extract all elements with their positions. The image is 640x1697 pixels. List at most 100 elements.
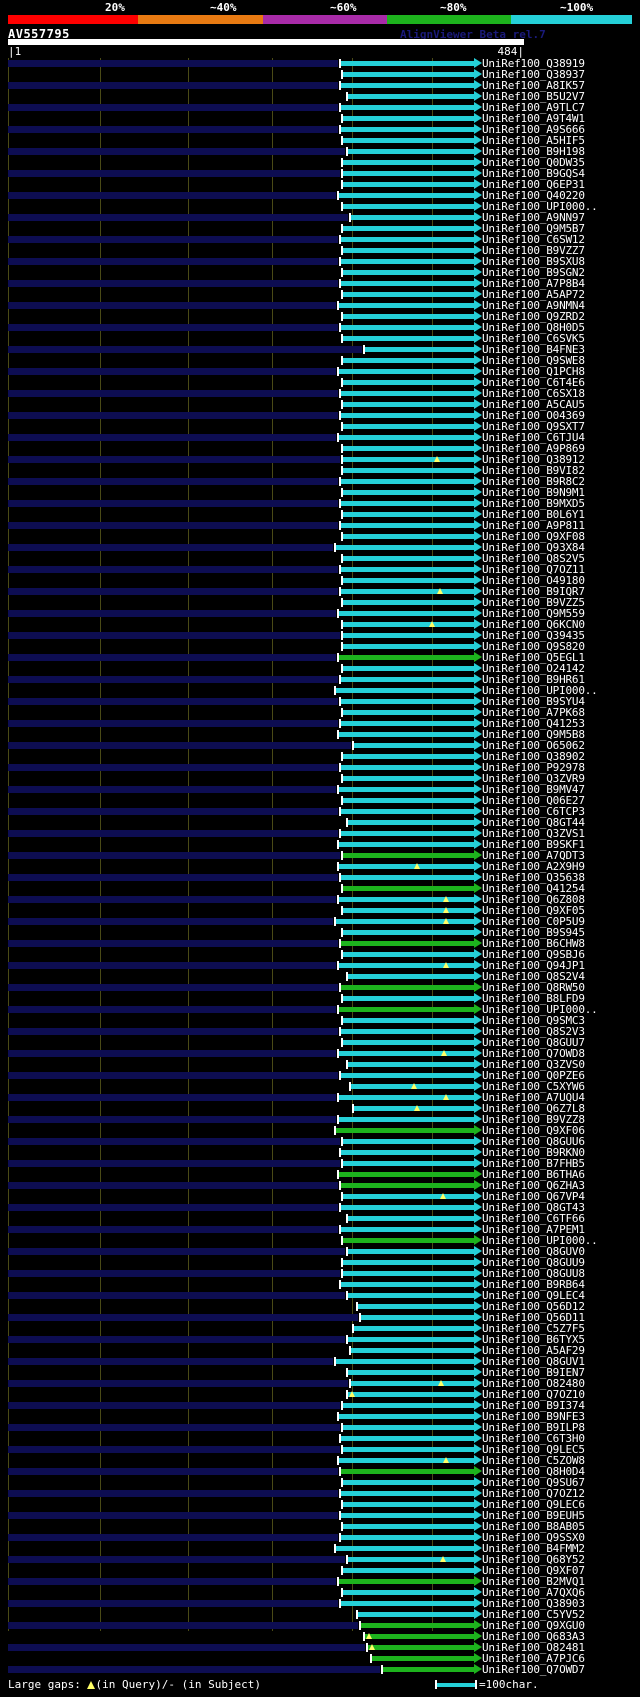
alignment-row[interactable]: UniRef100_Q8GUU7 bbox=[0, 1036, 640, 1049]
alignment-row[interactable]: UniRef100_A9P811 bbox=[0, 519, 640, 532]
alignment-bar[interactable] bbox=[341, 105, 474, 110]
alignment-row[interactable]: UniRef100_B9SXU8 bbox=[0, 255, 640, 268]
alignment-hit-label[interactable]: UniRef100_Q9S820 bbox=[482, 640, 585, 653]
alignment-row[interactable]: UniRef100_A5HIF5 bbox=[0, 134, 640, 147]
alignment-row[interactable]: UniRef100_B5U2V7 bbox=[0, 90, 640, 103]
alignment-hit-label[interactable]: UniRef100_B8AB05 bbox=[482, 1520, 585, 1533]
alignment-row[interactable]: UniRef100_O65062 bbox=[0, 739, 640, 752]
alignment-bar[interactable] bbox=[341, 721, 474, 726]
alignment-hit-label[interactable]: UniRef100_Q9SBJ6 bbox=[482, 948, 585, 961]
alignment-bar[interactable] bbox=[339, 842, 474, 847]
alignment-bar[interactable] bbox=[341, 479, 474, 484]
alignment-bar[interactable] bbox=[343, 622, 474, 627]
alignment-bar[interactable] bbox=[343, 578, 474, 583]
alignment-hit-label[interactable]: UniRef100_Q9SXT7 bbox=[482, 420, 585, 433]
alignment-row[interactable]: UniRef100_P92978 bbox=[0, 761, 640, 774]
alignment-row[interactable]: UniRef100_Q6Z808 bbox=[0, 893, 640, 906]
alignment-bar[interactable] bbox=[343, 402, 474, 407]
alignment-bar[interactable] bbox=[341, 567, 474, 572]
alignment-hit-label[interactable]: UniRef100_B9I374 bbox=[482, 1399, 585, 1412]
alignment-hit-label[interactable]: UniRef100_B4FMM2 bbox=[482, 1542, 585, 1555]
alignment-bar[interactable] bbox=[343, 226, 474, 231]
alignment-row[interactable]: UniRef100_Q9M5B8 bbox=[0, 728, 640, 741]
alignment-row[interactable]: UniRef100_O04369 bbox=[0, 409, 640, 422]
alignment-row[interactable]: UniRef100_Q9SMC3 bbox=[0, 1014, 640, 1027]
alignment-hit-label[interactable]: UniRef100_O82481 bbox=[482, 1641, 585, 1654]
alignment-bar[interactable] bbox=[343, 490, 474, 495]
alignment-row[interactable]: UniRef100_B9VZZ5 bbox=[0, 596, 640, 609]
alignment-hit-label[interactable]: UniRef100_B9NFE3 bbox=[482, 1410, 585, 1423]
alignment-bar[interactable] bbox=[343, 952, 474, 957]
alignment-hit-label[interactable]: UniRef100_Q1PCH8 bbox=[482, 365, 585, 378]
alignment-hit-label[interactable]: UniRef100_C5YV52 bbox=[482, 1608, 585, 1621]
alignment-row[interactable]: UniRef100_A5CAU5 bbox=[0, 398, 640, 411]
alignment-row[interactable]: UniRef100_Q9SSX0 bbox=[0, 1531, 640, 1544]
alignment-row[interactable]: UniRef100_Q39435 bbox=[0, 629, 640, 642]
alignment-row[interactable]: UniRef100_Q6Z7L8 bbox=[0, 1102, 640, 1115]
alignment-hit-label[interactable]: UniRef100_B9RB64 bbox=[482, 1278, 585, 1291]
alignment-row[interactable]: UniRef100_A9NN97 bbox=[0, 211, 640, 224]
alignment-bar[interactable] bbox=[343, 710, 474, 715]
alignment-bar[interactable] bbox=[341, 1150, 474, 1155]
alignment-row[interactable]: UniRef100_Q68Y52 bbox=[0, 1553, 640, 1566]
alignment-row[interactable]: UniRef100_B9I374 bbox=[0, 1399, 640, 1412]
alignment-bar[interactable] bbox=[341, 1227, 474, 1232]
alignment-bar[interactable] bbox=[343, 776, 474, 781]
alignment-hit-label[interactable]: UniRef100_C6SX18 bbox=[482, 387, 585, 400]
alignment-hit-label[interactable]: UniRef100_Q6ZHA3 bbox=[482, 1179, 585, 1192]
alignment-hit-label[interactable]: UniRef100_B9S945 bbox=[482, 926, 585, 939]
alignment-bar[interactable] bbox=[339, 193, 474, 198]
alignment-row[interactable]: UniRef100_Q9SXT7 bbox=[0, 420, 640, 433]
alignment-row[interactable]: UniRef100_A7QXQ6 bbox=[0, 1586, 640, 1599]
alignment-bar[interactable] bbox=[341, 1205, 474, 1210]
alignment-row[interactable]: UniRef100_B9RKN0 bbox=[0, 1146, 640, 1159]
alignment-hit-label[interactable]: UniRef100_A7PEM1 bbox=[482, 1223, 585, 1236]
alignment-bar[interactable] bbox=[343, 644, 474, 649]
alignment-hit-label[interactable]: UniRef100_B8LFD9 bbox=[482, 992, 585, 1005]
alignment-row[interactable]: UniRef100_Q6EP31 bbox=[0, 178, 640, 191]
alignment-bar[interactable] bbox=[341, 677, 474, 682]
alignment-hit-label[interactable]: UniRef100_B4FNE3 bbox=[482, 343, 585, 356]
alignment-row[interactable]: UniRef100_A7P8B4 bbox=[0, 277, 640, 290]
alignment-hit-label[interactable]: UniRef100_Q9SU67 bbox=[482, 1476, 585, 1489]
alignment-row[interactable]: UniRef100_UPI000.. bbox=[0, 1003, 640, 1016]
alignment-row[interactable]: UniRef100_Q8H0D5 bbox=[0, 321, 640, 334]
alignment-row[interactable]: UniRef100_Q7OZ11 bbox=[0, 563, 640, 576]
alignment-row[interactable]: UniRef100_Q9M5B7 bbox=[0, 222, 640, 235]
alignment-hit-label[interactable]: UniRef100_Q8GUU9 bbox=[482, 1256, 585, 1269]
alignment-row[interactable]: UniRef100_Q6ZHA3 bbox=[0, 1179, 640, 1192]
alignment-hit-label[interactable]: UniRef100_UPI000.. bbox=[482, 1003, 598, 1016]
alignment-bar[interactable] bbox=[343, 1260, 474, 1265]
alignment-bar[interactable] bbox=[343, 908, 474, 913]
alignment-hit-label[interactable]: UniRef100_Q8GT43 bbox=[482, 1201, 585, 1214]
alignment-row[interactable]: UniRef100_A7QDT3 bbox=[0, 849, 640, 862]
alignment-row[interactable]: UniRef100_Q9XF07 bbox=[0, 1564, 640, 1577]
alignment-row[interactable]: UniRef100_O24142 bbox=[0, 662, 640, 675]
alignment-row[interactable]: UniRef100_Q6KCN0 bbox=[0, 618, 640, 631]
alignment-bar[interactable] bbox=[341, 1183, 474, 1188]
alignment-bar[interactable] bbox=[368, 1645, 474, 1650]
alignment-bar[interactable] bbox=[343, 512, 474, 517]
alignment-row[interactable]: UniRef100_B9IQR7 bbox=[0, 585, 640, 598]
alignment-hit-label[interactable]: UniRef100_A9S666 bbox=[482, 123, 585, 136]
alignment-bar[interactable] bbox=[343, 336, 474, 341]
alignment-row[interactable]: UniRef100_C6SW12 bbox=[0, 233, 640, 246]
alignment-row[interactable]: UniRef100_Q8GUU8 bbox=[0, 1267, 640, 1280]
alignment-row[interactable]: UniRef100_A7PJC6 bbox=[0, 1652, 640, 1665]
alignment-row[interactable]: UniRef100_Q9SU67 bbox=[0, 1476, 640, 1489]
alignment-hit-label[interactable]: UniRef100_Q8GUV0 bbox=[482, 1245, 585, 1258]
alignment-bar[interactable] bbox=[341, 1535, 474, 1540]
alignment-hit-label[interactable]: UniRef100_Q38912 bbox=[482, 453, 585, 466]
alignment-hit-label[interactable]: UniRef100_Q93X84 bbox=[482, 541, 585, 554]
alignment-hit-label[interactable]: UniRef100_A7QDT3 bbox=[482, 849, 585, 862]
alignment-hit-label[interactable]: UniRef100_Q38919 bbox=[482, 57, 585, 70]
alignment-bar[interactable] bbox=[348, 820, 474, 825]
alignment-hit-label[interactable]: UniRef100_Q6Z7L8 bbox=[482, 1102, 585, 1115]
alignment-bar[interactable] bbox=[339, 1579, 474, 1584]
alignment-hit-label[interactable]: UniRef100_Q9XF07 bbox=[482, 1564, 585, 1577]
alignment-bar[interactable] bbox=[343, 996, 474, 1001]
alignment-bar[interactable] bbox=[348, 149, 474, 154]
alignment-row[interactable]: UniRef100_B9R8C2 bbox=[0, 475, 640, 488]
alignment-hit-label[interactable]: UniRef100_P92978 bbox=[482, 761, 585, 774]
alignment-hit-label[interactable]: UniRef100_Q56D12 bbox=[482, 1300, 585, 1313]
